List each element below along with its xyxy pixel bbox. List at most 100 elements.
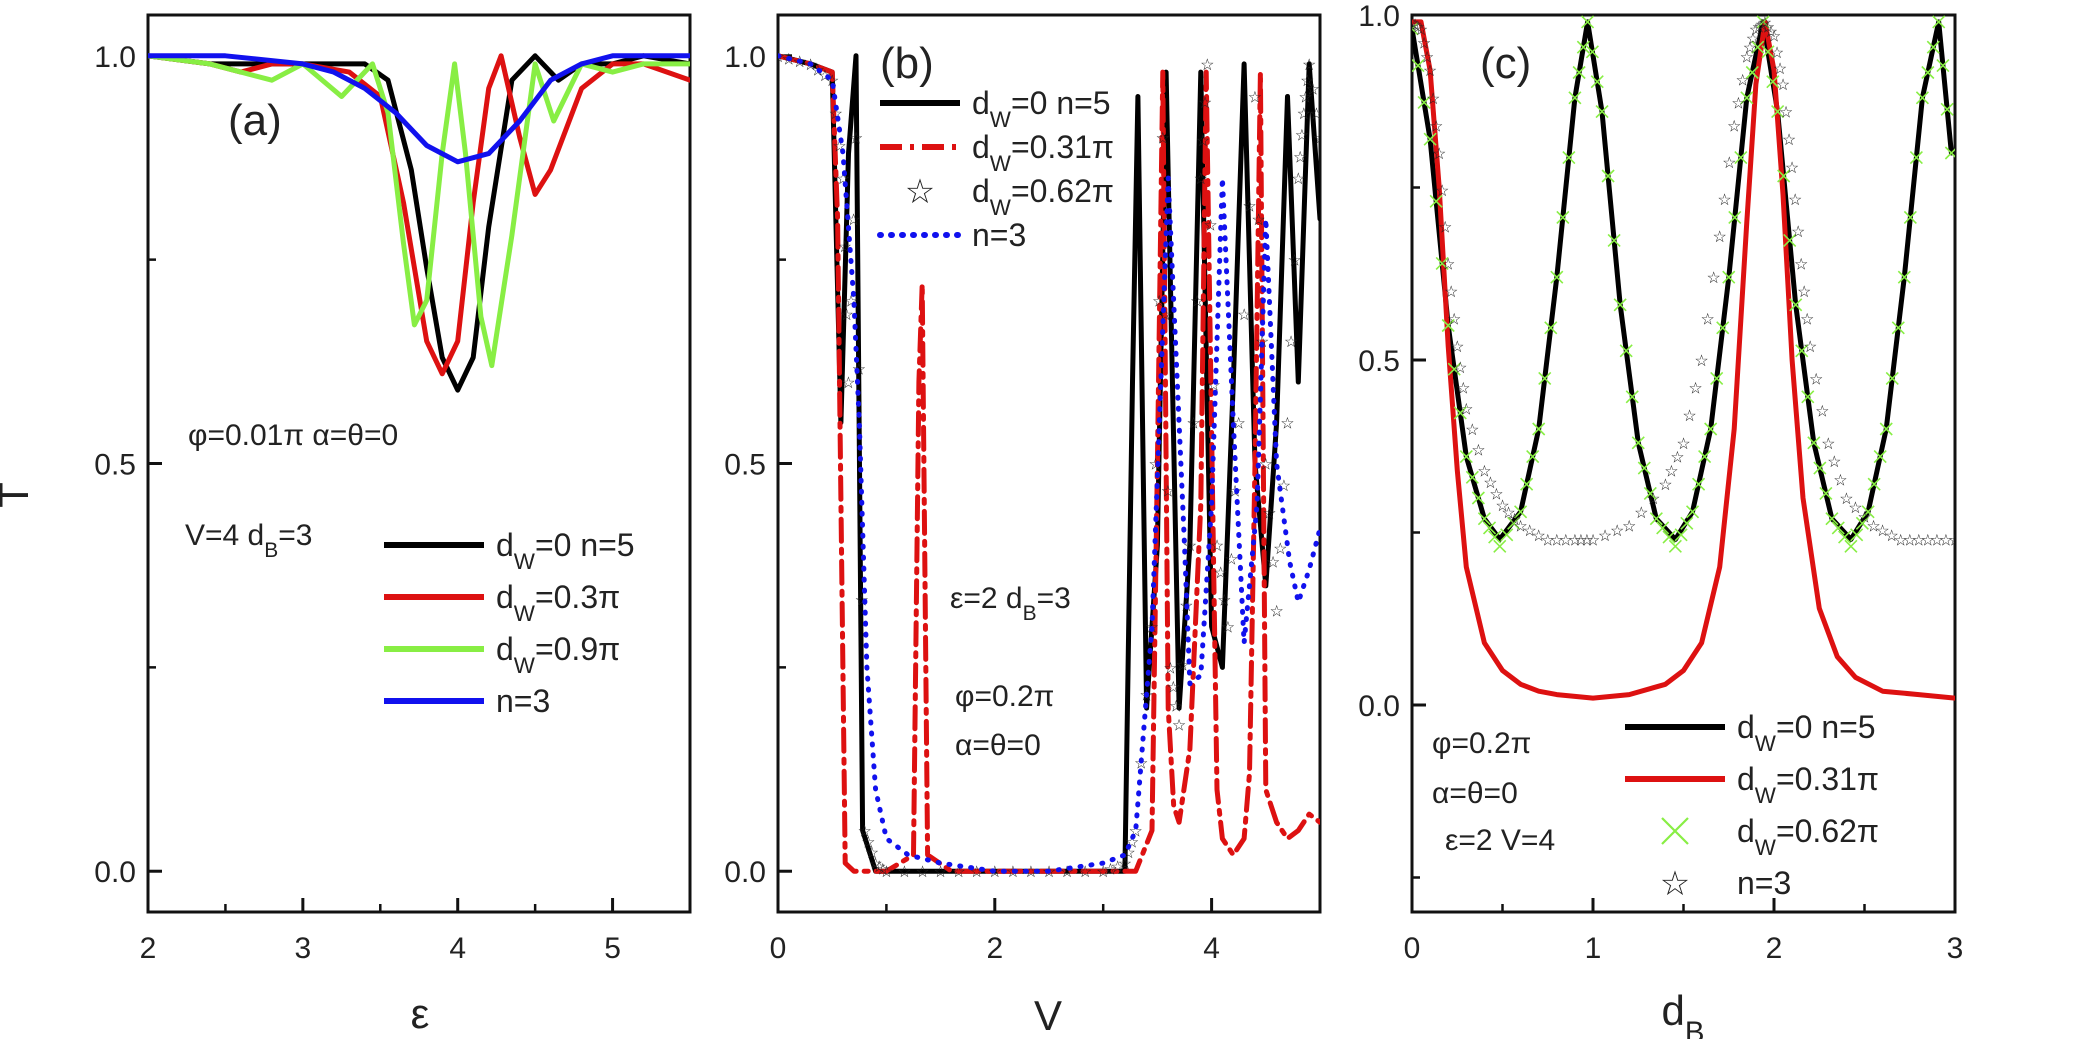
- panel-c-series-3-point: ☆: [1408, 17, 1422, 34]
- panel-c-series-3-point: ☆: [1426, 91, 1440, 108]
- panel-c-series-2-point: [1585, 45, 1599, 59]
- panel-b-xtick-label: 4: [1203, 932, 1220, 965]
- panel-c-letter: (c): [1480, 39, 1531, 88]
- panel-b-series-2-point: ☆: [872, 859, 886, 876]
- panel-a-legend-item-3-label: n=3: [496, 683, 550, 719]
- panel-b-series-2-point: ☆: [1273, 541, 1287, 558]
- panel-c-series-3-point: ☆: [1688, 381, 1702, 398]
- panel-c-series-3-point: ☆: [1447, 312, 1461, 329]
- panel-c-series-2-point: [1562, 151, 1576, 165]
- panel-c-series-2-point: [1526, 450, 1540, 464]
- panel-c-series-2-point: [1637, 461, 1651, 475]
- panel-c-ytick-label: 0.5: [1358, 345, 1400, 378]
- panel-c-series-2-point: [1897, 270, 1911, 284]
- panel-b-legend-item-2-label: dW=0.62π: [972, 173, 1114, 220]
- panel-c-series-3-point: ☆: [1776, 77, 1790, 94]
- panel-c-series-3-point: ☆: [1610, 523, 1624, 540]
- panel-b-series-2-point: ☆: [861, 834, 875, 851]
- panel-c-series-2-point: [1631, 436, 1645, 450]
- panel-c-series-2-point: [1556, 210, 1570, 224]
- panel-c-series-3-point: ☆: [1921, 532, 1935, 549]
- panel-a-letter: (a): [228, 96, 282, 145]
- panel-c-series-3-point: ☆: [1794, 256, 1808, 273]
- panel-b-series-2-point: ☆: [1134, 756, 1148, 773]
- panel-c-series-3-point: ☆: [1507, 512, 1521, 529]
- panel-c-series-3-point: ☆: [1773, 61, 1787, 78]
- panel-c-series-2-point: [1740, 91, 1754, 105]
- panel-c-series-3-point: ☆: [1930, 532, 1944, 549]
- panel-c-series-3-point: ☆: [1839, 491, 1853, 508]
- panel-c-series-3-point: ☆: [1770, 45, 1784, 62]
- panel-a-annotation: V=4 dB=3: [185, 519, 312, 562]
- panel-c-series-2-point: [1488, 530, 1502, 544]
- panel-c-series-2-point: [1819, 486, 1833, 500]
- panel-b-series-2-point: ☆: [1198, 95, 1212, 112]
- panel-b-series-2-point: ☆: [1118, 856, 1132, 873]
- panel-c-series-3-point: ☆: [1764, 24, 1778, 41]
- panel-c-series-2-point: [1716, 321, 1730, 335]
- panel-c-legend-item-0-label: dW=0 n=5: [1737, 709, 1876, 756]
- panel-a-legend: dW=0 n=5 dW=0.3π dW=0.9π n=3: [384, 527, 635, 719]
- panel-c-series-2-point: [1710, 371, 1724, 385]
- panel-a-ytick-label: 0.5: [94, 449, 136, 482]
- panel-b: 0 2 40.00.51.0V(b)ε=2 dB=3φ=0.2πα=θ=0☆☆☆☆☆…: [724, 13, 1322, 1039]
- panel-c-series-3-point: ☆: [1767, 29, 1781, 46]
- panel-b-series-2-point: ☆: [1200, 57, 1214, 74]
- panel-b-series-2-point: ☆: [1221, 620, 1235, 637]
- panel-c-series-3-point: ☆: [1939, 532, 1953, 549]
- panel-b-series-2-point: ☆: [1096, 864, 1110, 881]
- panel-c-series-3-point: ☆: [1740, 49, 1754, 66]
- panel-a-annotation: φ=0.01π α=θ=0: [188, 419, 398, 452]
- panel-a-ytick-label: 0.0: [94, 856, 136, 889]
- panel-c-series-3-point: ☆: [1800, 312, 1814, 329]
- panel-c-series-2-point: [1885, 371, 1899, 385]
- panel-b-series-2-point: ☆: [1306, 81, 1320, 98]
- panel-c-series-2-point: [1662, 530, 1676, 544]
- panel-b-series-2-point: ☆: [1176, 658, 1190, 675]
- panel-b-series-2-point: ☆: [1242, 198, 1256, 215]
- panel-a-plot-area: [148, 53, 690, 393]
- panel-c-series-3-point: ☆: [1803, 339, 1817, 356]
- panel-c-series-2-point: [1538, 371, 1552, 385]
- panel-c-series-3-point: ☆: [1471, 443, 1485, 460]
- panel-c-series-3-point: ☆: [1848, 500, 1862, 517]
- panel-c-series-3-point: ☆: [1752, 20, 1766, 37]
- panel-a-frame: [146, 13, 692, 914]
- panel-b-series-2-point: ☆: [915, 864, 929, 881]
- panel-c-series-3-point: ☆: [1568, 532, 1582, 549]
- panel-c-series-3-point: ☆: [1779, 105, 1793, 122]
- panel-c-series-3-point: ☆: [1495, 498, 1509, 515]
- panel-c-series-3-point: ☆: [1453, 360, 1467, 377]
- panel-b-series-2-point: ☆: [1297, 106, 1311, 123]
- panel-b-series-2-point: ☆: [1262, 505, 1276, 522]
- panel-c-series-2-point: [1668, 539, 1682, 553]
- panel-c-series-2-point: [1520, 477, 1534, 491]
- panel-b-annotation: φ=0.2π: [955, 680, 1054, 713]
- panel-b-series-2-point: ☆: [1103, 862, 1117, 879]
- panel-c-series-2-point: [1595, 105, 1609, 119]
- panel-b-series-2-point: ☆: [1217, 592, 1231, 609]
- panel-b-series-2-point: ☆: [1284, 334, 1298, 351]
- panel-c-series-3-point: ☆: [1450, 339, 1464, 356]
- panel-c-series-3-point: ☆: [1429, 118, 1443, 135]
- panel-b-series-2-point: ☆: [1110, 859, 1124, 876]
- panel-c-series-2-point: [1756, 15, 1770, 29]
- panel-c-series-3-point: ☆: [1788, 192, 1802, 209]
- panel-c-series-2-point: [1550, 270, 1564, 284]
- panel-c-series-2-point: [1932, 15, 1946, 29]
- panel-c-series-3-point: ☆: [1664, 463, 1678, 480]
- panel-c-series-2-point: [1766, 75, 1780, 89]
- panel-b-xtick-label: 2: [986, 932, 1003, 965]
- panel-b-legend-item-1-label: dW=0.31π: [972, 129, 1114, 176]
- panel-b-series-2-point: ☆: [1213, 565, 1227, 582]
- panel-c-series-2-point: [1568, 91, 1582, 105]
- panel-a: 2 3 4 5 0.0 0.5 1.0 ε (a) φ=0.01π α=θ=0 V=4 dB=3 dW…: [94, 13, 692, 1037]
- panel-b-series-3: [778, 53, 1320, 874]
- panel-b-series-2-point: ☆: [1166, 679, 1180, 696]
- panel-c-series-2-point: [1783, 233, 1797, 247]
- panel-b-ytick-label: 0.5: [724, 449, 766, 482]
- panel-c-series-2-point: [1944, 146, 1955, 160]
- panel-b-series-2-point: ☆: [1291, 171, 1305, 188]
- panel-c-series-3-point: ☆: [1735, 72, 1749, 89]
